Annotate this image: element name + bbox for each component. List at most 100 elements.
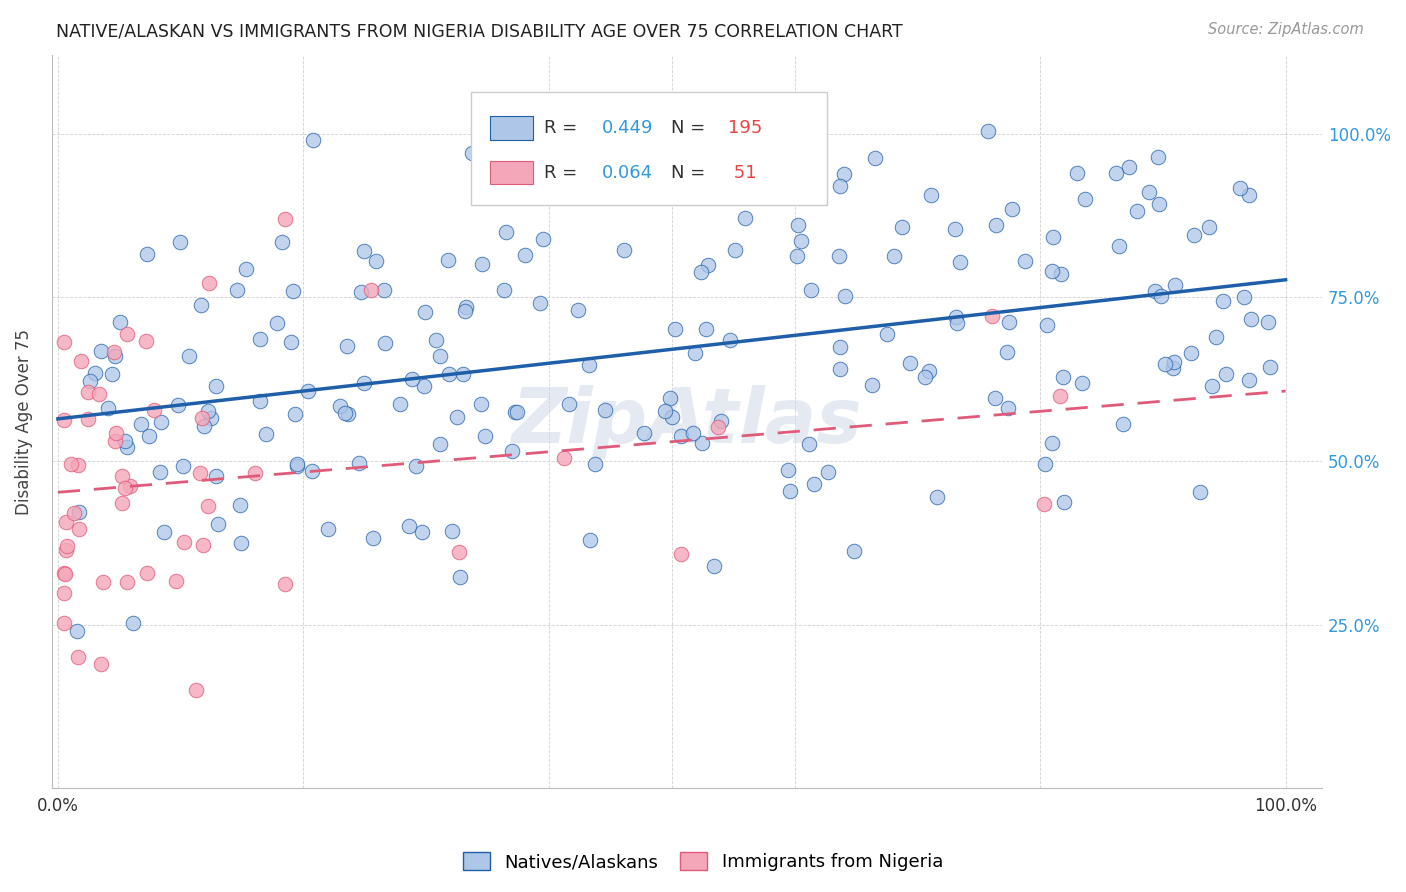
Point bbox=[266, 316, 288, 330]
Point bbox=[664, 321, 686, 335]
Point bbox=[718, 333, 741, 347]
Point bbox=[297, 384, 319, 399]
Text: ZipAtlas: ZipAtlas bbox=[512, 384, 862, 458]
Point bbox=[679, 143, 702, 157]
Point bbox=[90, 344, 112, 359]
Point bbox=[101, 367, 124, 381]
Point bbox=[828, 340, 851, 354]
Point bbox=[734, 211, 756, 225]
Point bbox=[53, 615, 76, 630]
Point bbox=[943, 222, 966, 236]
Point bbox=[274, 211, 297, 226]
Point bbox=[136, 247, 159, 261]
Point bbox=[786, 249, 808, 263]
Point bbox=[471, 257, 494, 271]
Point bbox=[1215, 368, 1237, 382]
Point bbox=[778, 463, 800, 477]
Point bbox=[97, 401, 120, 415]
Point bbox=[707, 419, 730, 434]
Text: NATIVE/ALASKAN VS IMMIGRANTS FROM NIGERIA DISABILITY AGE OVER 75 CORRELATION CHA: NATIVE/ALASKAN VS IMMIGRANTS FROM NIGERI… bbox=[56, 22, 903, 40]
Point bbox=[165, 574, 187, 588]
Point bbox=[786, 218, 808, 232]
Point bbox=[1150, 289, 1173, 303]
Point bbox=[135, 566, 157, 580]
Point bbox=[135, 334, 157, 348]
Point bbox=[1180, 346, 1202, 360]
Point bbox=[828, 248, 851, 262]
Point bbox=[373, 283, 395, 297]
Point bbox=[505, 405, 527, 419]
Text: R =: R = bbox=[544, 163, 582, 182]
Point bbox=[108, 315, 131, 329]
Point bbox=[1052, 370, 1074, 384]
Point bbox=[188, 466, 211, 480]
Point bbox=[1040, 263, 1063, 277]
Point bbox=[898, 356, 921, 370]
Point bbox=[302, 133, 325, 147]
Point bbox=[1001, 202, 1024, 217]
Point bbox=[361, 531, 384, 545]
Point bbox=[55, 543, 77, 558]
Point bbox=[87, 387, 110, 401]
Point bbox=[1074, 192, 1097, 206]
Point bbox=[197, 404, 219, 418]
Point bbox=[76, 412, 98, 426]
Point bbox=[506, 405, 529, 419]
Point bbox=[914, 369, 936, 384]
Point bbox=[678, 169, 700, 184]
Point bbox=[980, 310, 1002, 324]
Point bbox=[1164, 277, 1187, 292]
Point bbox=[669, 547, 692, 561]
Point bbox=[152, 525, 174, 540]
Point bbox=[77, 384, 100, 399]
Point bbox=[285, 459, 308, 474]
Point bbox=[1205, 330, 1227, 344]
Point bbox=[683, 346, 706, 360]
Point bbox=[67, 650, 90, 665]
Point bbox=[834, 289, 856, 303]
Point bbox=[1146, 150, 1168, 164]
Legend: Natives/Alaskans, Immigrants from Nigeria: Natives/Alaskans, Immigrants from Nigeri… bbox=[456, 846, 950, 879]
Point bbox=[114, 434, 136, 448]
Point bbox=[832, 167, 855, 181]
Point bbox=[360, 284, 382, 298]
Point bbox=[329, 399, 352, 413]
Point bbox=[190, 297, 212, 311]
Point bbox=[865, 152, 887, 166]
Point bbox=[669, 429, 692, 443]
Point bbox=[800, 283, 823, 297]
Point bbox=[977, 124, 1000, 138]
Point bbox=[695, 322, 717, 336]
Point bbox=[1237, 373, 1260, 387]
Point bbox=[997, 401, 1019, 416]
FancyBboxPatch shape bbox=[491, 116, 533, 140]
Point bbox=[249, 332, 271, 346]
Point bbox=[1233, 290, 1256, 304]
Text: R =: R = bbox=[544, 119, 582, 137]
Point bbox=[67, 505, 90, 519]
Point bbox=[149, 466, 172, 480]
Point bbox=[207, 516, 229, 531]
Point bbox=[280, 334, 302, 349]
Point bbox=[529, 296, 551, 310]
Point bbox=[103, 345, 125, 359]
Point bbox=[226, 283, 249, 297]
Point bbox=[689, 265, 711, 279]
Point bbox=[104, 349, 127, 363]
Point bbox=[142, 402, 165, 417]
Point bbox=[271, 235, 294, 249]
Point bbox=[301, 464, 323, 478]
Point bbox=[429, 437, 451, 451]
Point bbox=[1105, 166, 1128, 180]
Point bbox=[111, 496, 134, 510]
Point bbox=[1071, 376, 1094, 391]
Point bbox=[1212, 293, 1234, 308]
Point bbox=[129, 417, 152, 431]
Point bbox=[53, 567, 76, 582]
Point bbox=[949, 255, 972, 269]
Point bbox=[285, 457, 308, 471]
Point bbox=[1042, 229, 1064, 244]
Point bbox=[454, 304, 477, 318]
Point bbox=[578, 358, 600, 372]
Point bbox=[593, 402, 616, 417]
